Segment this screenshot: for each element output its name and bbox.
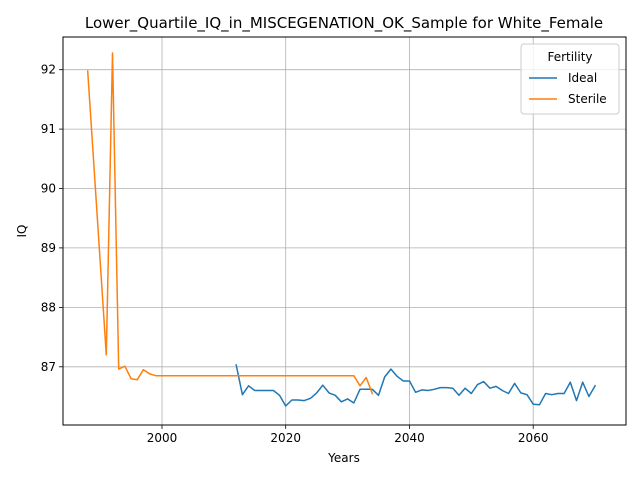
series-layer	[86, 52, 597, 407]
x-tick-label: 2000	[147, 431, 178, 445]
y-axis-label: IQ	[15, 225, 29, 238]
legend: Fertility Ideal Sterile	[520, 43, 620, 115]
chart-title: Lower_Quartile_IQ_in_MISCEGENATION_OK_Sa…	[85, 14, 603, 33]
y-tick-label: 91	[41, 122, 56, 136]
y-tick-label: 89	[41, 241, 56, 255]
y-tick-label: 92	[41, 63, 56, 77]
x-axis-label: Years	[327, 451, 360, 465]
legend-label-ideal: Ideal	[568, 71, 597, 85]
grid	[63, 37, 626, 425]
legend-title: Fertility	[547, 50, 592, 64]
legend-box	[520, 43, 620, 115]
x-tick-label: 2060	[518, 431, 549, 445]
axis-ticks: 2000 2020 2040 2060 87 88 89 90 91 92	[41, 63, 549, 445]
y-tick-label: 90	[41, 182, 56, 196]
plot-frame	[62, 36, 627, 426]
y-tick-label: 87	[41, 360, 56, 374]
y-tick-label: 88	[41, 300, 56, 314]
series-line-ideal	[235, 364, 597, 407]
x-tick-label: 2020	[270, 431, 301, 445]
x-tick-label: 2040	[394, 431, 425, 445]
series-line-sterile	[86, 52, 374, 395]
legend-label-sterile: Sterile	[568, 92, 607, 106]
